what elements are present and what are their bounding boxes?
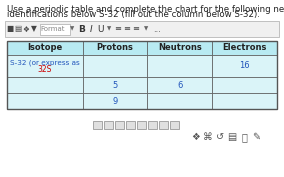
FancyBboxPatch shape xyxy=(212,55,277,77)
Text: U: U xyxy=(97,24,103,33)
Text: ▼: ▼ xyxy=(70,27,74,32)
FancyBboxPatch shape xyxy=(212,41,277,55)
Text: Neutrons: Neutrons xyxy=(158,44,202,53)
Text: ❖: ❖ xyxy=(192,132,201,142)
FancyBboxPatch shape xyxy=(147,55,212,77)
FancyBboxPatch shape xyxy=(137,121,146,129)
FancyBboxPatch shape xyxy=(212,77,277,93)
FancyBboxPatch shape xyxy=(93,121,102,129)
Text: ✎: ✎ xyxy=(252,132,260,142)
Text: S-32 (or express as: S-32 (or express as xyxy=(10,59,80,66)
FancyBboxPatch shape xyxy=(115,121,124,129)
Text: identifications below S-32 (fill out the column below S-32).: identifications below S-32 (fill out the… xyxy=(7,10,260,19)
FancyBboxPatch shape xyxy=(159,121,168,129)
Text: ▤: ▤ xyxy=(14,24,22,33)
Text: ≡: ≡ xyxy=(133,24,139,33)
Text: ⤢: ⤢ xyxy=(241,132,247,142)
FancyBboxPatch shape xyxy=(83,41,147,55)
Text: Format: Format xyxy=(41,26,65,32)
FancyBboxPatch shape xyxy=(147,41,212,55)
FancyBboxPatch shape xyxy=(7,77,83,93)
FancyBboxPatch shape xyxy=(126,121,135,129)
FancyBboxPatch shape xyxy=(147,93,212,109)
FancyBboxPatch shape xyxy=(83,93,147,109)
Text: 5: 5 xyxy=(112,81,118,90)
Text: I: I xyxy=(90,24,92,33)
Text: Use a periodic table and complete the chart for the following neutral atoms.  Be: Use a periodic table and complete the ch… xyxy=(7,5,284,14)
Text: ▼: ▼ xyxy=(31,24,37,33)
Text: 32S: 32S xyxy=(37,65,52,75)
Text: 6: 6 xyxy=(177,81,183,90)
FancyBboxPatch shape xyxy=(7,41,83,55)
Text: B: B xyxy=(79,24,85,33)
FancyBboxPatch shape xyxy=(212,93,277,109)
FancyBboxPatch shape xyxy=(40,24,70,35)
FancyBboxPatch shape xyxy=(5,21,279,37)
Text: ≡: ≡ xyxy=(114,24,122,33)
Text: ↺: ↺ xyxy=(216,132,224,142)
Text: ▼: ▼ xyxy=(107,27,111,32)
FancyBboxPatch shape xyxy=(170,121,179,129)
Text: 9: 9 xyxy=(112,96,118,105)
Text: ▼: ▼ xyxy=(144,27,148,32)
Text: Isotope: Isotope xyxy=(27,44,62,53)
FancyBboxPatch shape xyxy=(147,77,212,93)
Text: Protons: Protons xyxy=(97,44,133,53)
Text: ...: ... xyxy=(153,24,161,33)
Text: ▤: ▤ xyxy=(227,132,237,142)
FancyBboxPatch shape xyxy=(104,121,113,129)
FancyBboxPatch shape xyxy=(7,93,83,109)
FancyBboxPatch shape xyxy=(148,121,157,129)
Text: ⌘: ⌘ xyxy=(203,132,213,142)
FancyBboxPatch shape xyxy=(83,55,147,77)
Text: ■: ■ xyxy=(6,24,14,33)
Text: 16: 16 xyxy=(239,61,250,70)
Text: Electrons: Electrons xyxy=(222,44,267,53)
FancyBboxPatch shape xyxy=(7,55,83,77)
FancyBboxPatch shape xyxy=(83,77,147,93)
Text: ≡: ≡ xyxy=(124,24,131,33)
Text: ❖: ❖ xyxy=(22,24,30,33)
